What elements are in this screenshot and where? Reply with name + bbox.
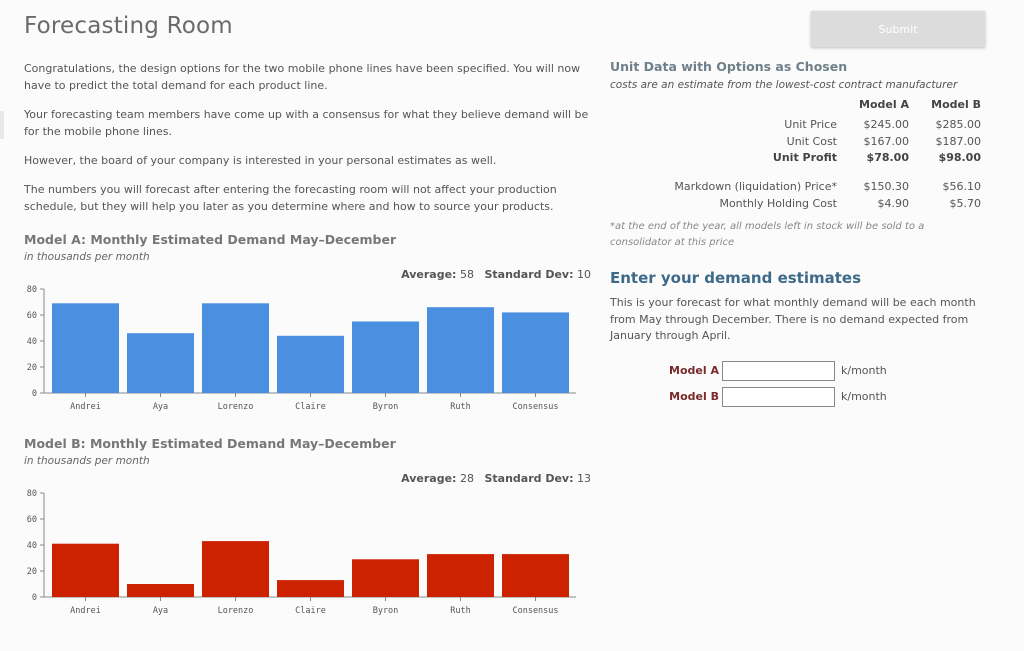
chart-b-title: Model B: Monthly Estimated Demand May–De… <box>24 436 396 451</box>
chart-b-y-tick-label: 40 <box>27 541 37 551</box>
chart-b-bar-byron <box>352 559 419 597</box>
chart-a-x-tick-label: Andrei <box>70 402 101 412</box>
model-b-estimate-input[interactable] <box>722 387 835 407</box>
chart-a: 0 20 40 60 80 Andrei Aya Lorenzo Claire Byron Ruth… <box>27 285 576 412</box>
chart-a-y-tick-label: 80 <box>27 285 37 295</box>
model-a-input-label: Model A <box>669 364 719 377</box>
intro-paragraph-4: The numbers you will forecast after ente… <box>24 183 557 213</box>
chart-b-bar-claire <box>277 580 344 597</box>
row-label-unit-profit: Unit Profit <box>772 151 837 164</box>
submit-button[interactable]: Submit <box>811 11 985 47</box>
holding-cost-b: $5.70 <box>949 197 982 210</box>
chart-b-x-tick-label: Ruth <box>450 606 470 616</box>
chart-a-y-tick-label: 40 <box>27 337 37 347</box>
chart-b-bar-lorenzo <box>202 541 269 597</box>
intro-paragraph-1: Congratulations, the design options for … <box>24 62 581 92</box>
chart-b-std-label: Standard Dev: <box>484 472 574 485</box>
unit-data-subheading: costs are an estimate from the lowest-co… <box>610 79 958 91</box>
chart-a-x-tick-label: Consensus <box>512 402 558 412</box>
chart-b-y-tick-label: 80 <box>27 489 37 499</box>
markdown-price-a: $150.30 <box>863 180 910 193</box>
model-a-estimate-input[interactable] <box>722 361 835 381</box>
chart-a-y-tick-label: 20 <box>27 363 37 373</box>
chart-a-std-label: Standard Dev: <box>484 268 574 281</box>
intro-paragraph-3: However, the board of your company is in… <box>24 154 497 167</box>
chart-a-subtitle: in thousands per month <box>24 251 150 263</box>
chart-b-stats: Average: 28 Standard Dev: 13 <box>401 472 591 485</box>
chart-a-average-label: Average: <box>401 268 457 281</box>
model-b-unit: k/month <box>841 390 887 403</box>
row-label-unit-cost: Unit Cost <box>786 135 837 148</box>
markdown-footnote: *at the end of the year, all models left… <box>610 221 925 248</box>
chart-b-x-tick-label: Claire <box>295 606 326 616</box>
chart-b-y-tick-label: 60 <box>27 515 37 525</box>
chart-a-bar-andrei <box>52 303 119 393</box>
chart-a-x-tick-label: Ruth <box>450 402 470 412</box>
unit-data-heading: Unit Data with Options as Chosen <box>610 59 848 74</box>
col-header-model-a: Model A <box>859 98 909 111</box>
row-label-markdown-price: Markdown (liquidation) Price* <box>674 180 837 193</box>
chart-b-x-tick-label: Consensus <box>512 606 558 616</box>
chart-b-std-value: 13 <box>577 472 591 485</box>
unit-cost-a: $167.00 <box>863 135 910 148</box>
model-b-input-label: Model B <box>669 390 719 403</box>
chart-b-average-label: Average: <box>401 472 457 485</box>
chart-b-x-tick-label: Aya <box>153 606 168 616</box>
chart-a-x-tick-label: Lorenzo <box>218 402 254 412</box>
chart-b-average-value: 28 <box>459 472 474 485</box>
unit-price-a: $245.00 <box>863 118 910 131</box>
chart-a-stats: Average: 58 Standard Dev: 10 <box>401 268 591 281</box>
chart-b-x-tick-label: Byron <box>373 606 399 616</box>
estimates-heading: Enter your demand estimates <box>610 269 862 287</box>
chart-a-bar-lorenzo <box>202 303 269 393</box>
side-marker <box>0 111 4 139</box>
col-header-model-b: Model B <box>931 98 981 111</box>
chart-b-bar-consensus <box>502 554 569 597</box>
markdown-price-b: $56.10 <box>942 180 982 193</box>
chart-a-x-tick-label: Byron <box>373 402 399 412</box>
chart-b-subtitle: in thousands per month <box>24 455 150 467</box>
chart-a-y-tick-label: 0 <box>32 389 37 399</box>
chart-b-x-tick-label: Lorenzo <box>218 606 254 616</box>
holding-cost-a: $4.90 <box>877 197 910 210</box>
chart-a-y-tick-label: 60 <box>27 311 37 321</box>
chart-a-std-value: 10 <box>577 268 591 281</box>
chart-a-bar-byron <box>352 321 419 393</box>
chart-b-bar-andrei <box>52 543 119 597</box>
model-a-unit: k/month <box>841 364 887 377</box>
page-title: Forecasting Room <box>24 13 233 39</box>
chart-b-y-tick-label: 20 <box>27 567 37 577</box>
chart-a-bar-aya <box>127 333 194 393</box>
estimates-description: This is your forecast for what monthly d… <box>610 296 976 342</box>
unit-profit-b: $98.00 <box>938 151 981 164</box>
unit-cost-b: $187.00 <box>935 135 982 148</box>
chart-a-bar-ruth <box>427 307 494 393</box>
row-label-unit-price: Unit Price <box>784 118 837 131</box>
chart-a-bar-consensus <box>502 312 569 393</box>
unit-profit-a: $78.00 <box>866 151 909 164</box>
chart-a-x-tick-label: Aya <box>153 402 168 412</box>
chart-a-average-value: 58 <box>459 268 474 281</box>
chart-a-bar-claire <box>277 335 344 393</box>
intro-paragraph-2: Your forecasting team members have come … <box>24 108 589 138</box>
unit-price-b: $285.00 <box>935 118 982 131</box>
chart-b: 0 20 40 60 80 Andrei Aya Lorenzo Claire Byron Ruth… <box>27 489 576 616</box>
chart-b-bar-aya <box>127 584 194 597</box>
chart-b-y-tick-label: 0 <box>32 593 37 603</box>
chart-a-title: Model A: Monthly Estimated Demand May–De… <box>24 232 397 247</box>
row-label-holding-cost: Monthly Holding Cost <box>719 197 837 210</box>
chart-a-x-tick-label: Claire <box>295 402 326 412</box>
chart-b-x-tick-label: Andrei <box>70 606 101 616</box>
chart-b-bar-ruth <box>427 554 494 597</box>
